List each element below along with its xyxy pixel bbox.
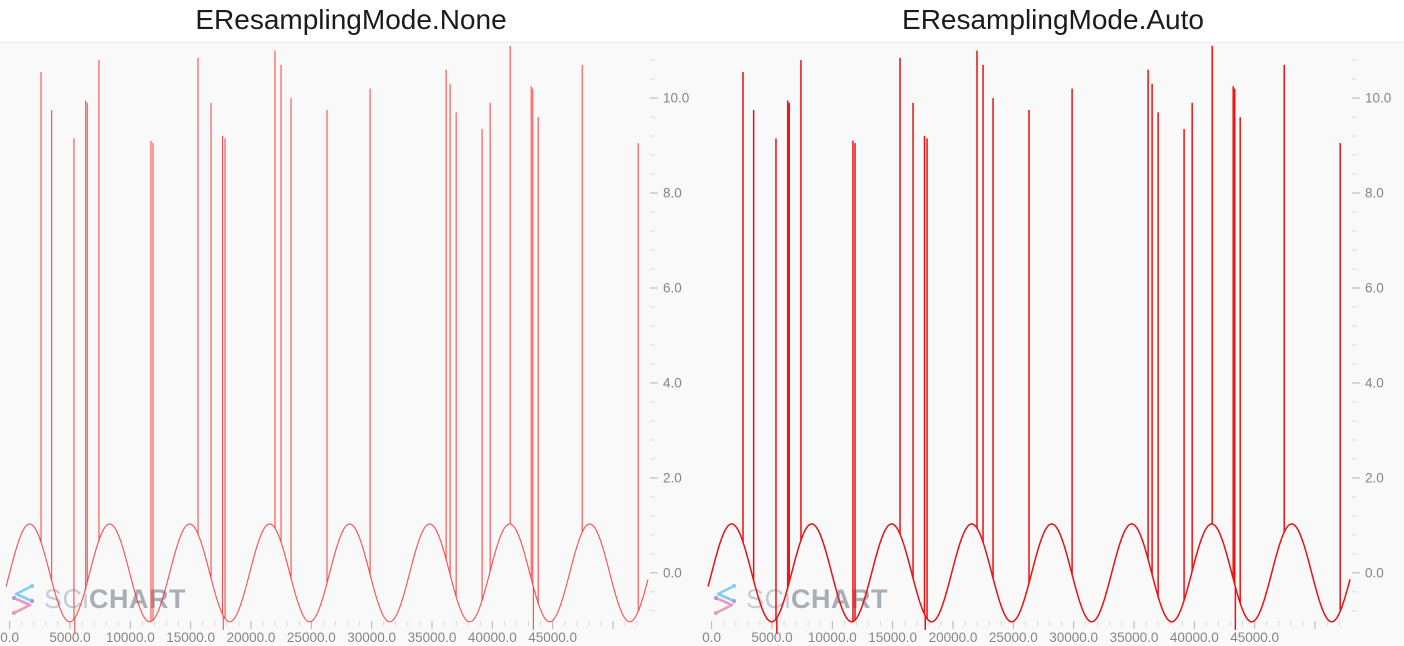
svg-text:30000.0: 30000.0 — [347, 630, 396, 645]
scichart-logo-icon — [11, 583, 35, 616]
svg-text:25000.0: 25000.0 — [989, 630, 1038, 645]
chart-resampling-auto: EResamplingMode.Auto SCiCHART 0.0 5000.0 1… — [702, 0, 1404, 646]
svg-text:20000.0: 20000.0 — [227, 630, 276, 645]
svg-text:2.0: 2.0 — [663, 470, 682, 485]
svg-text:4.0: 4.0 — [663, 375, 682, 390]
svg-text:0.0: 0.0 — [1365, 565, 1384, 580]
chart-title: EResamplingMode.None — [195, 4, 507, 35]
svg-text:15000.0: 15000.0 — [868, 630, 917, 645]
scichart-logo-icon — [713, 583, 737, 616]
chart-surface[interactable]: SCiCHART 0.0 5000.0 10000.0 15000.0 20000.0 2… — [0, 42, 702, 646]
svg-text:0.0: 0.0 — [702, 630, 721, 645]
scichart-logo-text-light: SCi — [746, 584, 792, 614]
svg-text:45000.0: 45000.0 — [528, 630, 577, 645]
svg-text:10.0: 10.0 — [1365, 91, 1391, 106]
chart-resampling-none: EResamplingMode.None SCiCHART 0.0 5000.0 1… — [0, 4, 702, 646]
svg-text:35000.0: 35000.0 — [408, 630, 457, 645]
svg-text:5000.0: 5000.0 — [751, 630, 792, 645]
svg-text:45000.0: 45000.0 — [1230, 630, 1279, 645]
svg-text:2.0: 2.0 — [1365, 470, 1384, 485]
svg-text:10000.0: 10000.0 — [808, 630, 857, 645]
svg-text:40000.0: 40000.0 — [468, 630, 517, 645]
svg-text:8.0: 8.0 — [1365, 186, 1384, 201]
line-series-plot[interactable]: 0.0 5000.0 10000.0 15000.0 20000.0 25000.0 300… — [0, 43, 702, 646]
svg-text:40000.0: 40000.0 — [1170, 630, 1219, 645]
scichart-logo-text-light: SCi — [44, 584, 90, 614]
svg-text:4.0: 4.0 — [1365, 375, 1384, 390]
svg-text:15000.0: 15000.0 — [166, 630, 215, 645]
svg-text:6.0: 6.0 — [1365, 280, 1384, 295]
svg-text:0.0: 0.0 — [663, 565, 682, 580]
svg-text:10000.0: 10000.0 — [106, 630, 155, 645]
svg-text:35000.0: 35000.0 — [1110, 630, 1159, 645]
svg-text:6.0: 6.0 — [663, 280, 682, 295]
svg-text:5000.0: 5000.0 — [49, 630, 90, 645]
svg-text:20000.0: 20000.0 — [929, 630, 978, 645]
chart-surface[interactable]: SCiCHART 0.0 5000.0 10000.0 15000.0 20000.0 2… — [702, 42, 1404, 646]
svg-text:8.0: 8.0 — [663, 186, 682, 201]
svg-text:30000.0: 30000.0 — [1049, 630, 1098, 645]
svg-text:25000.0: 25000.0 — [287, 630, 336, 645]
svg-text:0.0: 0.0 — [0, 630, 19, 645]
line-series-plot[interactable]: 0.0 5000.0 10000.0 15000.0 20000.0 25000.0 300… — [702, 43, 1404, 646]
chart-title: EResamplingMode.Auto — [902, 4, 1204, 35]
svg-text:10.0: 10.0 — [663, 91, 689, 106]
